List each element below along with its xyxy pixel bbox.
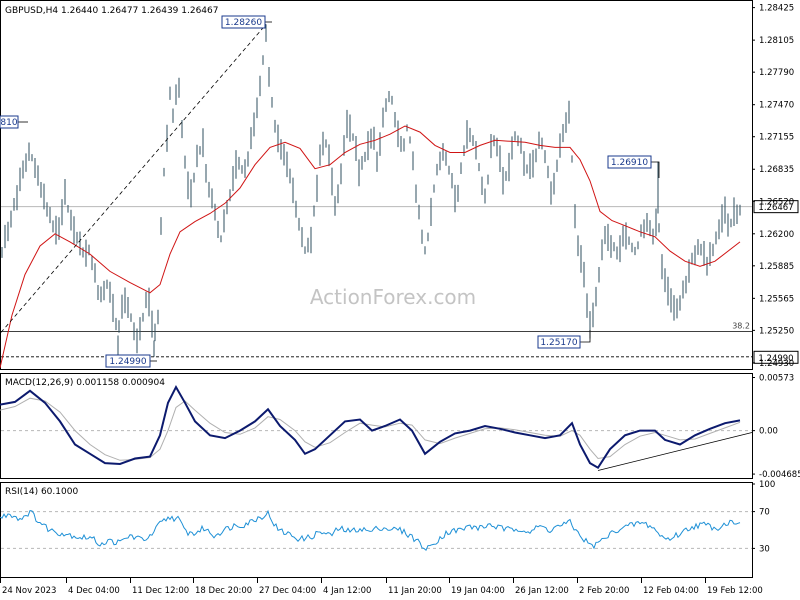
rsi-ytick-label: 100 [759, 480, 775, 490]
xtick-label: 19 Feb 12:00 [707, 586, 763, 596]
price-ytick-label: 1.28425 [759, 4, 794, 14]
price-callout: 1.25170 [537, 330, 591, 349]
price-panel [0, 0, 753, 370]
xtick-label: 2 Feb 20:00 [579, 586, 629, 596]
callout-label: 1.24990 [109, 357, 146, 367]
macd-ytick-label: 0.00573 [759, 374, 794, 384]
macd-ytick-label: 0.00 [759, 427, 778, 437]
xtick-label: 4 Jan 12:00 [323, 586, 371, 596]
xtick-label: 24 Nov 2023 [2, 586, 56, 596]
price-ytick-label: 1.28105 [759, 36, 794, 46]
current-price-tag: 1.26467 [753, 200, 799, 214]
price-callout: 810 [0, 115, 28, 129]
low-level-tag: 1.24990 [753, 350, 799, 364]
price-ytick-label: 1.24930 [759, 359, 794, 369]
price-callout: 1.28260 [221, 15, 272, 29]
price-ytick-label: 1.27470 [759, 101, 794, 111]
xtick-label: 12 Feb 04:00 [643, 586, 699, 596]
price-ytick-label: 1.25250 [759, 326, 794, 336]
rsi-panel [0, 482, 753, 578]
rsi-ytick-label: 70 [759, 508, 770, 518]
rsi-header: RSI(14) 60.1000 [5, 487, 78, 497]
price-tag-label: 1.26467 [758, 203, 793, 213]
rsi-line [0, 509, 741, 552]
price-ytick-label: 1.25885 [759, 262, 794, 272]
xtick-label: 27 Dec 04:00 [259, 586, 316, 596]
price-callout: 1.24990 [105, 354, 157, 368]
macd-trendline [597, 432, 753, 471]
macd-header: MACD(12,26,9) 0.001158 0.000904 [5, 378, 165, 388]
xtick-label: 18 Dec 20:00 [195, 586, 252, 596]
price-ytick-label: 1.26835 [759, 165, 794, 175]
callout-label: 1.26910 [611, 158, 648, 168]
price-ytick-label: 1.26520 [759, 197, 794, 207]
price-ytick-label: 1.26200 [759, 230, 794, 240]
macd-ytick-label: -0.004685 [759, 470, 800, 480]
callout-label: 810 [0, 118, 17, 128]
moving-average-line [0, 125, 741, 369]
callout-label: 1.28260 [225, 18, 262, 28]
xtick-label: 11 Dec 12:00 [132, 586, 189, 596]
price-ytick-label: 1.27790 [759, 68, 794, 78]
xtick-label: 19 Jan 04:00 [451, 586, 505, 596]
xtick-label: 11 Jan 20:00 [388, 586, 442, 596]
price-header: GBPUSD,H4 1.26440 1.26477 1.26439 1.2646… [5, 6, 218, 16]
callout-label: 1.25170 [540, 338, 577, 348]
price-ytick-label: 1.25565 [759, 294, 794, 304]
price-tag-label: 1.24990 [758, 354, 793, 364]
trend-diagonal-line [0, 24, 267, 333]
xtick-label: 26 Jan 12:00 [515, 586, 569, 596]
fib-label: 38.2 [732, 321, 750, 330]
watermark: ActionForex.com [310, 285, 476, 309]
price-ytick-label: 1.27155 [759, 133, 794, 143]
rsi-ytick-label: 30 [759, 544, 770, 554]
price-callout: 1.26910 [607, 155, 660, 178]
macd-line [0, 384, 741, 470]
xtick-label: 4 Dec 04:00 [68, 586, 120, 596]
